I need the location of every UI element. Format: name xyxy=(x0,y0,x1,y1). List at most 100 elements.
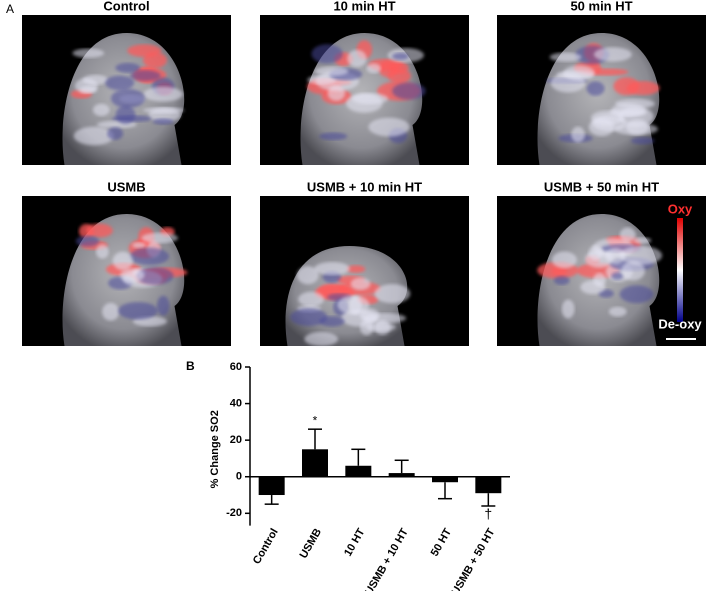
image-panel xyxy=(497,15,706,165)
y-tick-label: 60 xyxy=(230,361,242,373)
signal-blob xyxy=(129,247,170,266)
image-panel xyxy=(22,196,231,346)
x-tick-label: USMB + 10 HT xyxy=(363,526,411,591)
signal-blob xyxy=(630,137,655,145)
signal-blob xyxy=(350,277,371,290)
signal-blob xyxy=(92,103,110,117)
image-title: 50 min HT xyxy=(570,0,632,13)
signal-blob xyxy=(136,267,174,285)
y-tick-label: -20 xyxy=(226,507,242,519)
signal-blob xyxy=(605,247,626,265)
image-panel xyxy=(22,15,231,165)
signal-blob xyxy=(347,49,367,68)
bar xyxy=(345,465,372,477)
signal-blob xyxy=(95,244,109,259)
signal-blob xyxy=(619,285,654,304)
y-tick-label: 20 xyxy=(230,434,242,446)
signal-blob xyxy=(80,86,97,94)
image-panel xyxy=(497,196,706,346)
bar xyxy=(432,476,458,483)
signal-blob xyxy=(311,44,343,64)
signal-blob xyxy=(615,98,655,109)
signal-blob xyxy=(633,237,652,244)
signal-blob xyxy=(553,275,570,285)
signal-blob xyxy=(619,246,663,265)
signal-blob xyxy=(392,82,426,100)
signal-blob xyxy=(366,63,381,74)
colorbar xyxy=(677,218,683,322)
x-tick-label: USMB xyxy=(298,527,325,561)
signal-blob xyxy=(625,119,649,135)
signal-blob xyxy=(346,265,366,273)
image-title: 10 min HT xyxy=(333,0,395,13)
signal-blob xyxy=(102,302,120,321)
signal-blob xyxy=(107,127,124,140)
signal-blob xyxy=(588,118,615,137)
annotation: † xyxy=(484,506,492,522)
signal-blob xyxy=(296,266,319,285)
signal-blob xyxy=(73,126,115,146)
image-panel xyxy=(260,196,469,347)
x-tick-label: 50 HT xyxy=(429,526,455,558)
signal-blob xyxy=(387,68,411,84)
bar xyxy=(302,449,328,477)
signal-blob xyxy=(611,272,624,280)
signal-blob xyxy=(621,260,645,281)
image-title: Control xyxy=(103,0,149,13)
signal-blob xyxy=(127,44,162,57)
signal-blob xyxy=(304,331,339,347)
signal-blob xyxy=(142,107,185,114)
y-tick-label: 40 xyxy=(230,397,242,409)
signal-blob xyxy=(314,66,349,76)
image-title: USMB + 10 min HT xyxy=(307,179,422,194)
signal-blob xyxy=(143,86,183,102)
signal-blob xyxy=(593,47,632,62)
signal-blob xyxy=(157,295,170,316)
bar xyxy=(258,476,285,496)
panel-label: A xyxy=(6,2,14,16)
signal-blob xyxy=(72,48,105,58)
signal-blob xyxy=(608,108,647,117)
signal-blob xyxy=(115,105,136,125)
signal-blob xyxy=(563,65,596,81)
signal-blob xyxy=(359,308,380,322)
image-panel xyxy=(260,15,469,165)
signal-blob xyxy=(78,223,94,239)
bar xyxy=(475,476,502,494)
signal-blob xyxy=(75,235,100,247)
signal-blob xyxy=(368,117,410,137)
signal-blob xyxy=(118,302,158,320)
signal-blob xyxy=(327,85,346,101)
signal-blob xyxy=(290,308,328,326)
y-tick-label: 0 xyxy=(236,471,242,483)
signal-blob xyxy=(351,93,389,105)
annotation: * xyxy=(313,413,318,427)
signal-blob xyxy=(549,52,582,62)
signal-blob xyxy=(307,75,337,85)
bar xyxy=(388,473,415,477)
y-axis-label: % Change SO2 xyxy=(209,410,221,488)
signal-blob xyxy=(561,299,575,319)
signal-blob xyxy=(105,75,135,91)
x-tick-label: 10 HT xyxy=(342,526,368,558)
signal-blob xyxy=(619,227,636,243)
signal-blob xyxy=(152,118,174,125)
signal-blob xyxy=(112,251,133,271)
signal-blob xyxy=(586,81,605,96)
signal-blob xyxy=(319,132,348,141)
signal-blob xyxy=(337,295,370,315)
signal-blob xyxy=(571,126,585,143)
signal-blob xyxy=(626,81,660,96)
image-grid xyxy=(22,15,706,347)
signal-blob xyxy=(110,88,145,109)
image-title: USMB xyxy=(107,179,145,194)
colorbar-top-label: Oxy xyxy=(668,201,693,216)
signal-blob xyxy=(119,268,145,283)
signal-blob xyxy=(319,316,345,327)
x-tick-label: USMB + 50 HT xyxy=(450,526,498,591)
signal-blob xyxy=(314,261,350,276)
signal-blob xyxy=(608,306,627,317)
signal-blob xyxy=(129,70,161,82)
